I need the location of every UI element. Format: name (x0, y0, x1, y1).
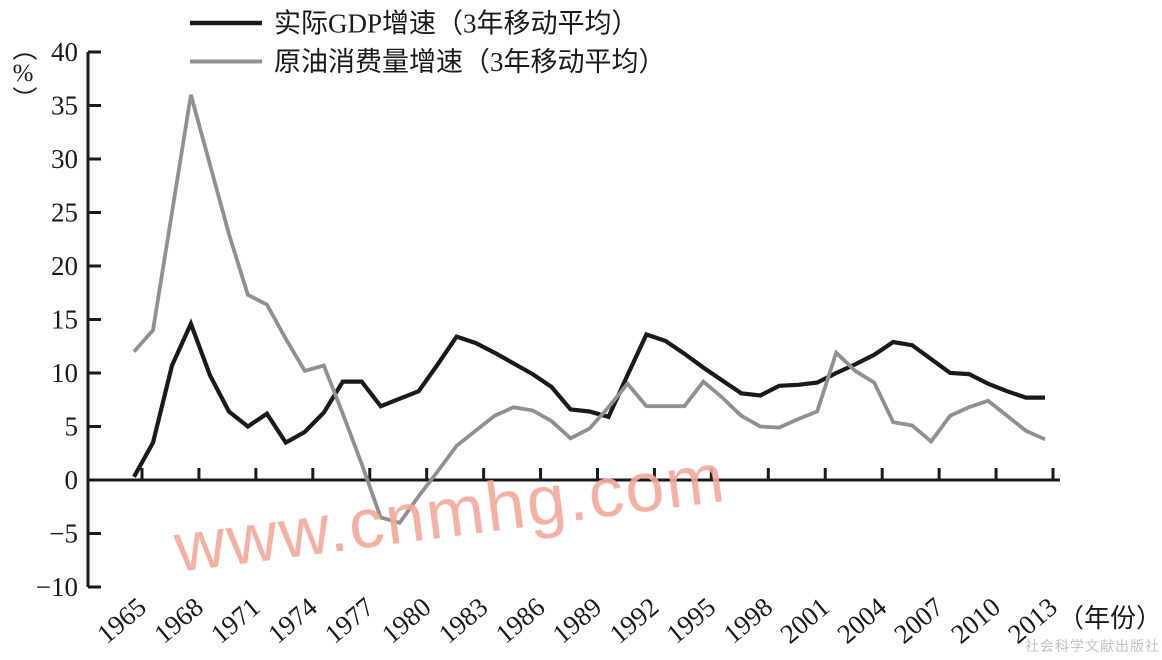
y-tick-label: −10 (36, 572, 78, 602)
x-tick-label: 1977 (319, 592, 380, 650)
legend-label-gdp: 实际GDP增速（3年移动平均） (274, 9, 639, 39)
x-tick-label: 1980 (376, 592, 437, 650)
y-tick-label: 25 (51, 198, 78, 228)
x-tick-label: 1974 (262, 591, 323, 649)
x-tick-label: 1992 (604, 592, 665, 650)
x-tick-label: 1986 (490, 592, 551, 650)
x-tick-label: 2007 (888, 592, 949, 650)
legend-label-oil: 原油消费量增速（3年移动平均） (274, 47, 666, 77)
y-tick-label: 15 (51, 305, 78, 335)
x-tick-label: 2010 (945, 592, 1006, 650)
x-tick-label: 1983 (433, 592, 494, 650)
y-unit-percent: % (12, 60, 34, 87)
y-tick-label: 35 (51, 91, 78, 121)
y-tick-label: 20 (51, 251, 78, 281)
x-tick-label: 1971 (205, 592, 266, 650)
x-tick-label: 1968 (148, 592, 209, 650)
y-tick-label: 5 (65, 412, 79, 442)
series-line-oil (132, 94, 1046, 525)
y-axis-unit-label: （ % ） (8, 36, 38, 111)
series-line-gdp (132, 318, 1045, 478)
x-tick-label: 1965 (91, 592, 152, 650)
x-tick-label: 2001 (774, 592, 835, 650)
y-tick-label: 30 (51, 144, 78, 174)
x-tick-label: 1989 (547, 592, 608, 650)
y-tick-label: 10 (51, 358, 78, 388)
x-tick-label: 2004 (831, 591, 892, 649)
y-tick-label: 0 (65, 465, 79, 495)
y-tick-label: 40 (51, 37, 78, 67)
publisher-watermark-text: 社会科学文献出版社 (1025, 640, 1160, 655)
x-tick-label: 1998 (718, 592, 779, 650)
y-unit-open-paren: （ (9, 35, 37, 61)
y-tick-label: −5 (49, 519, 78, 549)
y-unit-close-paren: ） (9, 85, 37, 111)
x-tick-label: 1995 (661, 592, 722, 650)
x-axis-unit-label: （年份） (1058, 604, 1162, 633)
